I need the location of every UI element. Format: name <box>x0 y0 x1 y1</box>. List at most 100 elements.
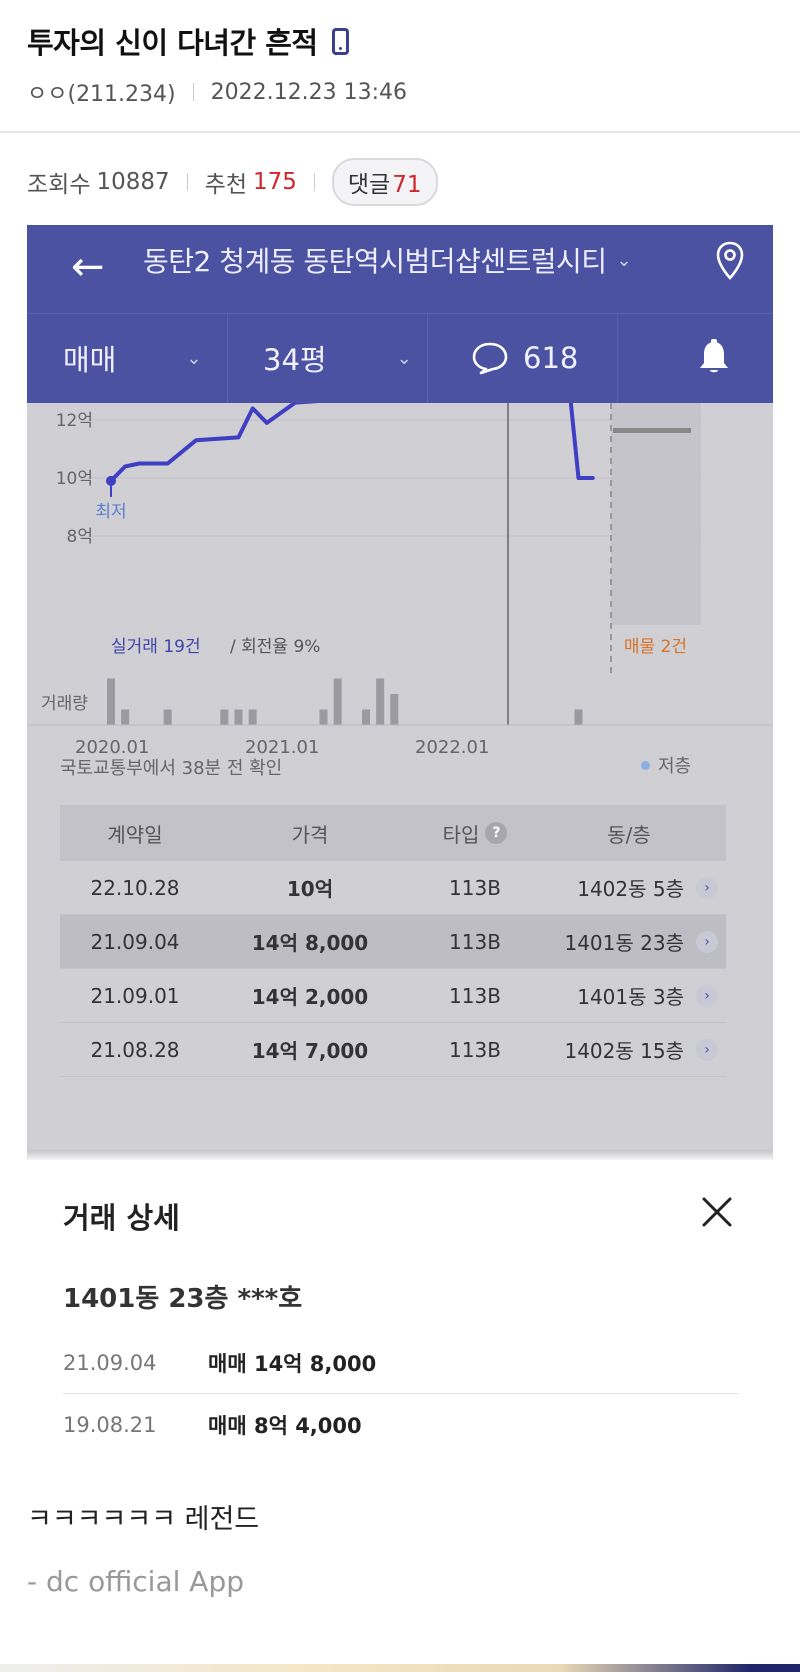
table-row[interactable]: 22.10.28 10억 113B 1402동 5층 › <box>60 861 726 915</box>
y-tick-label: 10억 <box>56 469 93 489</box>
bottom-banner-strip <box>0 1664 800 1672</box>
comments-label: 댓글 <box>347 172 391 198</box>
complex-selector[interactable]: 동탄2 청계동 동탄역시범더샵센트럴시티 ⌄ <box>143 240 632 280</box>
chevron-right-icon[interactable]: › <box>696 876 718 899</box>
table-header: 계약일 가격 타입? 동/층 <box>60 805 726 861</box>
divider <box>63 1393 739 1394</box>
post-footer: - dc official App <box>27 1565 244 1598</box>
price-line-series-1 <box>568 403 595 480</box>
deal-detail-sheet <box>0 1160 800 1672</box>
post-stats: 조회수 10887 추천 175 댓글71 <box>27 158 438 206</box>
row-type: 113B <box>449 1037 501 1062</box>
divider <box>617 313 618 403</box>
volume-bar <box>390 694 399 725</box>
row-unit: 1402동 15층 <box>564 1039 684 1063</box>
divider <box>227 313 228 403</box>
header-price: 가격 <box>291 822 329 847</box>
volume-bar <box>163 709 172 725</box>
listing-count-label: 매물 2건 <box>624 637 687 657</box>
row-date: 21.09.01 <box>90 983 180 1008</box>
chevron-down-icon: ⌄ <box>396 347 412 369</box>
volume-bar <box>574 709 583 725</box>
row-unit: 1401동 23층 <box>564 931 684 955</box>
turnover-label: / 회전율 9% <box>230 637 320 657</box>
unit-title: 1401동 23층 ***호 <box>63 1284 303 1314</box>
volume-bar <box>376 678 385 725</box>
comments-count: 71 <box>392 172 422 198</box>
divider <box>427 313 428 403</box>
app-bar: ← 동탄2 청계동 동탄역시범더샵센트럴시티 ⌄ 매매 ⌄ 34평 ⌄ 618 <box>27 225 773 403</box>
row-price: 14억 2,000 <box>251 985 369 1009</box>
history-detail: 매매 14억 8,000 <box>208 1352 377 1376</box>
views-count: 10887 <box>96 169 170 195</box>
bell-icon[interactable] <box>697 338 731 376</box>
row-unit: 1402동 5층 <box>577 877 684 901</box>
row-unit-cell: 1402동 15층 › <box>540 1035 726 1064</box>
legend-low-label: 저층 <box>658 756 692 777</box>
header-date: 계약일 <box>107 822 163 847</box>
chevron-right-icon[interactable]: › <box>696 984 718 1007</box>
row-type: 113B <box>449 929 501 954</box>
area-select[interactable]: 34평 ⌄ <box>263 313 412 403</box>
divider <box>186 173 188 191</box>
volume-bar <box>333 678 342 725</box>
price-line-series-0 <box>109 403 319 483</box>
deal-count-label: 실거래 19건 <box>111 637 201 657</box>
deal-table: 계약일 가격 타입? 동/층 22.10.28 10억 113B 1402동 5… <box>60 805 726 1077</box>
header-type-label: 타입 <box>442 822 480 847</box>
help-icon[interactable]: ? <box>485 822 508 844</box>
table-row-selected[interactable]: 21.09.04 14억 8,000 113B 1401동 23층 › <box>60 915 726 969</box>
volume-bar <box>319 709 328 725</box>
header-unit: 동/층 <box>607 822 651 847</box>
row-price: 10억 <box>286 877 334 901</box>
recommend-count: 175 <box>252 169 297 195</box>
chevron-right-icon[interactable]: › <box>696 930 718 953</box>
chevron-down-icon: ⌄ <box>616 249 632 271</box>
area-value: 34평 <box>263 343 327 377</box>
comments-tab[interactable]: 618 <box>471 313 578 403</box>
row-type: 113B <box>449 983 501 1008</box>
volume-bar <box>220 709 229 725</box>
divider <box>313 173 315 191</box>
row-unit: 1401동 3층 <box>577 985 684 1009</box>
history-detail: 매매 8억 4,000 <box>208 1414 362 1438</box>
header-type: 타입? <box>410 819 540 848</box>
row-unit-cell: 1401동 3층 › <box>540 981 726 1010</box>
comment-count: 618 <box>523 341 579 375</box>
post-datetime: 2022.12.23 13:46 <box>210 79 407 105</box>
post-title-text: 투자의 신이 다녀간 흔적 <box>27 26 318 60</box>
history-date: 21.09.04 <box>63 1351 157 1375</box>
chevron-right-icon[interactable]: › <box>696 1038 718 1061</box>
divider <box>27 313 773 314</box>
y-tick-label: 8억 <box>67 527 93 547</box>
trade-type-select[interactable]: 매매 ⌄ <box>63 313 201 403</box>
post-body: ㅋㅋㅋㅋㅋㅋ 레전드 <box>27 1504 260 1535</box>
trade-type-value: 매매 <box>63 343 117 377</box>
speech-bubble-icon <box>472 342 508 375</box>
sheet-shadow <box>27 1150 773 1162</box>
table-row[interactable]: 21.09.01 14억 2,000 113B 1401동 3층 › <box>60 969 726 1023</box>
history-row: 19.08.21 매매 8억 4,000 <box>63 1394 739 1456</box>
close-icon[interactable] <box>700 1195 734 1229</box>
data-source-note: 국토교통부에서 38분 전 확인 <box>60 758 283 779</box>
row-type: 113B <box>449 875 501 900</box>
volume-bar <box>107 678 115 725</box>
comments-button[interactable]: 댓글71 <box>331 158 438 206</box>
row-price: 14억 7,000 <box>251 1039 369 1063</box>
author-name[interactable]: ㅇㅇ(211.234) <box>27 82 176 107</box>
map-pin-icon[interactable] <box>715 241 745 281</box>
x-tick-label: 2022.01 <box>415 737 490 758</box>
volume-bar <box>121 709 130 725</box>
post-header: 투자의 신이 다녀간 흔적 ㅇㅇ(211.234) 2022.12.23 13:… <box>0 0 800 133</box>
chevron-down-icon: ⌄ <box>186 347 202 369</box>
volume-label: 거래량 <box>41 694 88 714</box>
row-unit-cell: 1401동 23층 › <box>540 927 726 956</box>
volume-bar <box>248 709 257 725</box>
recommend-label: 추천 <box>204 172 247 198</box>
table-row[interactable]: 21.08.28 14억 7,000 113B 1402동 15층 › <box>60 1023 726 1077</box>
back-arrow-icon[interactable]: ← <box>71 244 105 290</box>
post-meta: ㅇㅇ(211.234) 2022.12.23 13:46 <box>27 76 407 108</box>
listing-area <box>611 403 701 625</box>
price-chart: 14억12억10억8억최저14억 8,000 (1401동 23층)실거래 19… <box>27 403 773 726</box>
history-row: 21.09.04 매매 14억 8,000 <box>63 1332 739 1394</box>
